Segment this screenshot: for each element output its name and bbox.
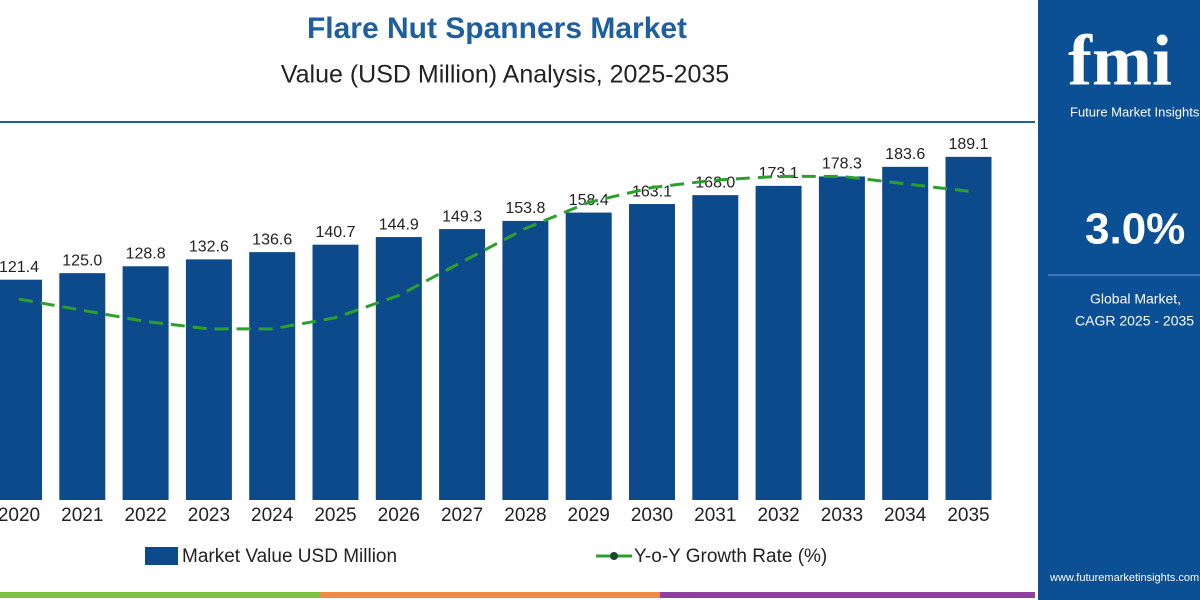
bar [312,244,359,500]
cagr-caption: CAGR 2025 - 2035 [1075,313,1194,329]
bar [122,266,169,500]
x-tick-label: 2033 [821,505,863,526]
bar [0,279,42,500]
bar [185,259,232,500]
data-label: 132.6 [189,239,229,256]
bar [502,220,549,500]
bar [629,204,675,500]
side-panel [1038,0,1200,600]
bar [945,156,992,501]
data-label: 144.9 [379,216,419,233]
x-tick-label: 2022 [124,505,166,526]
data-label: 183.6 [885,146,925,163]
footer-strip [0,592,320,598]
bar [692,195,739,500]
x-tick-label: 2021 [61,505,103,526]
bar [818,176,865,500]
bar [59,273,106,500]
x-tick-label: 2034 [884,505,927,526]
data-label: 173.1 [759,165,799,182]
x-tick-label: 2027 [441,505,483,526]
data-label: 153.8 [505,200,545,217]
bar [565,212,612,500]
bar [882,166,929,500]
cagr-value: 3.0% [1085,205,1185,254]
data-label: 125.0 [62,252,102,269]
data-label: 136.6 [252,231,292,248]
data-label: 178.3 [822,156,862,173]
data-label: 128.8 [126,245,166,262]
data-label: 158.4 [569,192,609,209]
bar [439,229,486,500]
brand: Future Market Insights [1070,104,1200,119]
plot-area: 2020 2021 2022 2023 2024 2025 2026 2027 2028 2029… [0,136,992,567]
bar [249,252,296,500]
x-tick-label: 2028 [504,505,546,526]
data-label: 149.3 [442,208,482,225]
x-tick-label: 2035 [947,505,989,526]
growth-line [18,174,969,331]
data-label: 121.4 [0,259,39,276]
footer-strip [660,592,1035,598]
x-tick-label: 2030 [631,505,673,526]
legend-swatch [610,552,618,560]
legend-label: Y-o-Y Growth Rate (%) [634,546,827,567]
chart-title: Flare Nut Spanners Market [307,12,687,45]
x-tick-label: 2025 [314,505,356,526]
x-tick-label: 2031 [694,505,736,526]
chart-subtitle: Value (USD Million) Analysis, 2025-2035 [281,61,729,89]
cagr-caption: Global Market, [1090,291,1181,307]
logo: fmi [1068,21,1172,101]
url: www.futuremarketinsights.com [1049,572,1199,584]
x-tick-label: 2029 [568,505,610,526]
x-tick-label: 2023 [188,505,230,526]
data-label: 140.7 [315,224,355,241]
x-tick-label: 2026 [378,505,420,526]
x-tick-label: 2020 [0,505,40,526]
data-label: 189.1 [948,136,988,153]
legend-label: Market Value USD Million [182,546,397,567]
bar [375,237,422,500]
footer-strip [320,592,660,598]
x-tick-label: 2032 [757,505,799,526]
bar [755,185,802,500]
x-tick-label: 2024 [251,505,294,526]
legend-swatch [145,547,178,565]
